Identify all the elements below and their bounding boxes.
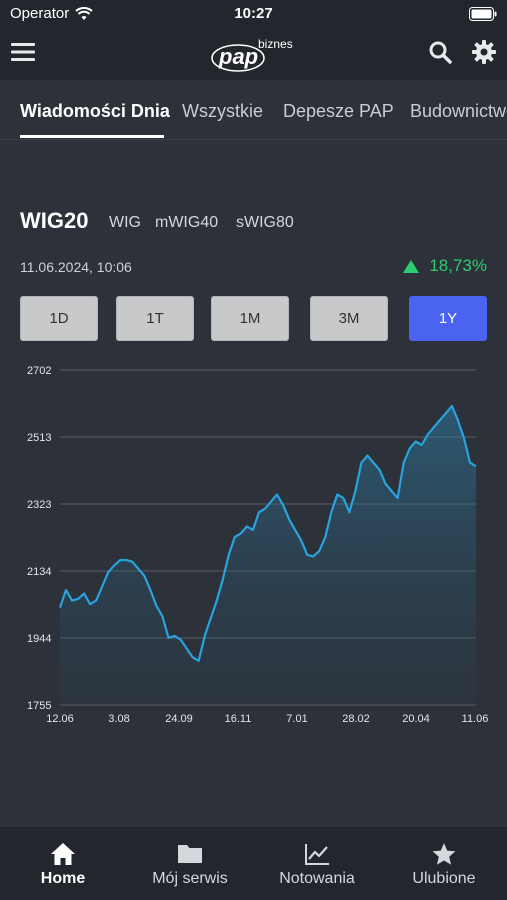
chart-line: [58, 405, 477, 662]
x-tick-label: 28.02: [342, 713, 370, 725]
bottom-navigation: Home Mój serwis Notowania Ulubione: [0, 827, 507, 900]
status-time: 10:27: [234, 5, 273, 22]
y-tick-label: 2134: [27, 566, 51, 578]
y-tick-label: 1755: [27, 700, 51, 712]
range-1y-button[interactable]: 1Y: [409, 296, 487, 341]
gear-icon[interactable]: [472, 40, 496, 69]
nav-moj-serwis[interactable]: Mój serwis: [140, 827, 240, 900]
chart-line-icon: [305, 844, 329, 865]
quote-datetime: 11.06.2024, 10:06: [20, 259, 132, 275]
x-tick-label: 3.08: [108, 713, 129, 725]
nav-notowania-label: Notowania: [279, 870, 355, 887]
nav-home[interactable]: Home: [30, 827, 96, 900]
status-bar: Operator 10:27: [0, 0, 507, 28]
quote-change: 18,73%: [403, 256, 487, 276]
range-1m-button[interactable]: 1M: [211, 296, 289, 341]
index-wig[interactable]: WIG: [109, 214, 141, 231]
pap-biznes-logo: pap biznes: [210, 34, 300, 81]
y-tick-label: 2513: [27, 432, 51, 444]
x-tick-label: 16.11: [225, 713, 252, 725]
nav-moj-serwis-label: Mój serwis: [152, 870, 228, 887]
folder-icon: [178, 845, 202, 863]
change-value: 18,73%: [429, 256, 487, 275]
range-1d-button[interactable]: 1D: [20, 296, 98, 341]
nav-home-label: Home: [40, 870, 86, 887]
wifi-icon: [75, 6, 93, 20]
x-tick-label: 12.06: [46, 713, 74, 725]
logo-main: pap: [218, 44, 258, 69]
nav-ulubione-label: Ulubione: [412, 870, 476, 887]
tab-wiadomosci-dnia[interactable]: Wiadomości Dnia: [20, 101, 170, 121]
active-tab-indicator: [20, 135, 164, 138]
search-icon[interactable]: [428, 40, 452, 69]
home-icon: [51, 843, 75, 865]
nav-notowania[interactable]: Notowania: [268, 827, 366, 900]
y-tick-label: 2702: [27, 365, 51, 377]
logo-sup: biznes: [258, 37, 293, 51]
x-tick-label: 24.09: [165, 713, 193, 725]
y-tick-label: 2323: [27, 499, 51, 511]
menu-icon[interactable]: [11, 41, 35, 68]
app-bar: pap biznes: [0, 28, 507, 80]
tabs-divider: [0, 139, 507, 140]
battery-icon: [469, 7, 497, 25]
x-tick-label: 11.06: [462, 713, 489, 725]
x-tick-label: 20.04: [402, 713, 430, 725]
x-tick-label: 7.01: [286, 713, 307, 725]
tab-depesze-pap[interactable]: Depesze PAP: [283, 101, 394, 121]
y-tick-label: 1944: [27, 633, 51, 645]
range-1t-button[interactable]: 1T: [116, 296, 194, 341]
index-wig20[interactable]: WIG20: [20, 208, 89, 233]
tab-budownictwo[interactable]: Budownictwo: [410, 101, 507, 121]
index-mwig40[interactable]: mWIG40: [155, 214, 219, 231]
chart-area: [60, 406, 476, 705]
nav-ulubione[interactable]: Ulubione: [403, 827, 485, 900]
up-arrow-icon: [403, 259, 420, 273]
carrier: Operator: [10, 5, 93, 22]
price-chart: 2702 2513 2323 2134 1944 1755 12.06 3.08 24.09 1…: [27, 365, 489, 725]
index-swig80[interactable]: sWIG80: [236, 214, 294, 231]
tab-wszystkie[interactable]: Wszystkie: [182, 101, 263, 121]
carrier-label: Operator: [10, 5, 70, 22]
category-tabs: Wiadomości Dnia Wszystkie Depesze PAP Bu…: [0, 80, 507, 140]
range-3m-button[interactable]: 3M: [310, 296, 388, 341]
star-icon: [432, 843, 456, 865]
